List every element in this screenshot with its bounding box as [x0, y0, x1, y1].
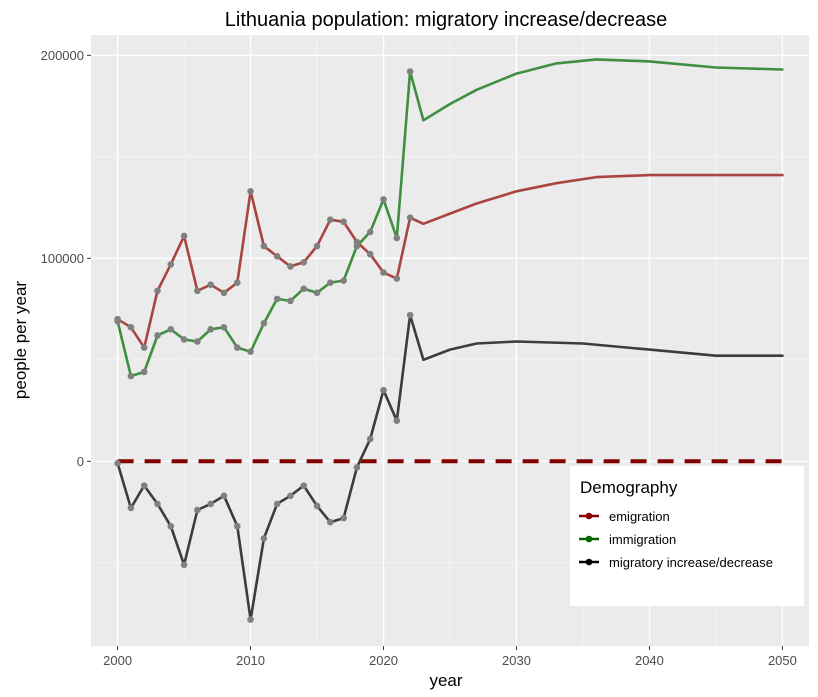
series-point-0 [233, 279, 241, 286]
series-point-2 [207, 500, 214, 508]
series-point-0 [180, 232, 188, 240]
series-point-0 [393, 275, 401, 282]
series-point-1 [327, 279, 334, 286]
series-point-1 [180, 336, 188, 343]
series-point-0 [127, 324, 135, 331]
legend-label: migratory increase/decrease [609, 555, 773, 570]
series-point-2 [313, 502, 321, 510]
series-point-1 [140, 368, 148, 376]
series-point-1 [233, 344, 241, 351]
series-point-0 [300, 259, 308, 266]
series-point-1 [127, 372, 135, 380]
series-point-2 [233, 522, 241, 530]
legend-key-point [585, 512, 593, 520]
series-point-0 [220, 289, 228, 297]
series-point-0 [406, 214, 414, 221]
series-point-1 [366, 228, 374, 236]
legend-entries: emigration immigration migratory increase/… [579, 509, 773, 570]
series-point-1 [114, 317, 121, 325]
x-tick-label: 2030 [502, 653, 531, 668]
series-point-1 [300, 285, 308, 293]
x-tick-label: 2050 [768, 653, 797, 668]
series-point-0 [140, 344, 148, 351]
legend-key-point [585, 558, 593, 566]
series-point-2 [140, 482, 148, 489]
series-point-1 [220, 324, 228, 331]
series-point-2 [393, 417, 401, 424]
series-point-2 [127, 504, 135, 512]
series-point-1 [287, 297, 294, 305]
series-point-0 [167, 261, 175, 268]
series-points [114, 68, 414, 623]
series-point-0 [366, 250, 374, 258]
legend: Demography emigration immigration migrator… [570, 466, 804, 606]
series-point-1 [393, 234, 401, 242]
legend-title: Demography [580, 478, 678, 497]
series-line-0 [116, 173, 784, 349]
series-point-2 [114, 460, 121, 467]
series-point-0 [247, 188, 254, 195]
series-point-1 [167, 326, 175, 333]
series-point-0 [194, 287, 201, 295]
series-point-2 [406, 311, 414, 319]
x-tick-label: 2010 [236, 653, 265, 668]
series-point-2 [300, 482, 308, 489]
series-point-2 [154, 500, 161, 508]
legend-label: immigration [609, 532, 676, 547]
x-tick-label: 2040 [635, 653, 664, 668]
y-tick-label: 100000 [41, 251, 84, 266]
y-axis-title: people per year [11, 281, 30, 399]
series-point-1 [340, 277, 347, 284]
series-point-1 [273, 295, 281, 303]
series-point-0 [273, 252, 281, 260]
series-point-1 [154, 332, 161, 339]
axis-ticks: 2000 2010 2020 2030 2040 2050 0 100000 200000 [41, 48, 797, 668]
series-point-1 [353, 242, 361, 250]
series-point-2 [327, 518, 334, 526]
series-point-0 [313, 242, 321, 250]
series-point-1 [406, 68, 414, 75]
series-point-2 [273, 500, 281, 508]
series-point-1 [260, 319, 268, 327]
chart-title: Lithuania population: migratory increase… [225, 9, 668, 31]
series-point-2 [167, 522, 175, 530]
series-point-1 [194, 338, 201, 345]
series-point-1 [247, 348, 254, 355]
legend-box [570, 466, 804, 606]
series-point-0 [287, 263, 294, 270]
series-point-2 [380, 386, 387, 394]
legend-label: emigration [609, 509, 670, 524]
x-tick-label: 2000 [103, 653, 132, 668]
series-point-1 [380, 196, 387, 203]
y-tick-label: 200000 [41, 48, 84, 63]
legend-key-point [585, 535, 593, 543]
series-point-1 [207, 326, 214, 333]
series-point-2 [194, 506, 201, 514]
series-point-0 [207, 281, 214, 288]
x-tick-label: 2020 [369, 653, 398, 668]
x-axis-title: year [429, 671, 462, 690]
series-point-2 [247, 616, 254, 623]
series-point-2 [353, 464, 361, 471]
series-point-2 [366, 435, 374, 443]
series-point-0 [327, 216, 334, 224]
series-point-0 [260, 242, 268, 250]
series-point-0 [380, 269, 387, 276]
series-point-2 [340, 514, 347, 522]
series-point-1 [313, 289, 321, 297]
series-point-0 [154, 287, 161, 295]
series-point-0 [340, 218, 347, 226]
series-point-2 [260, 535, 268, 542]
series-point-2 [220, 492, 228, 500]
y-tick-label: 0 [77, 454, 84, 469]
series-point-2 [287, 492, 294, 500]
series-point-2 [180, 561, 188, 569]
